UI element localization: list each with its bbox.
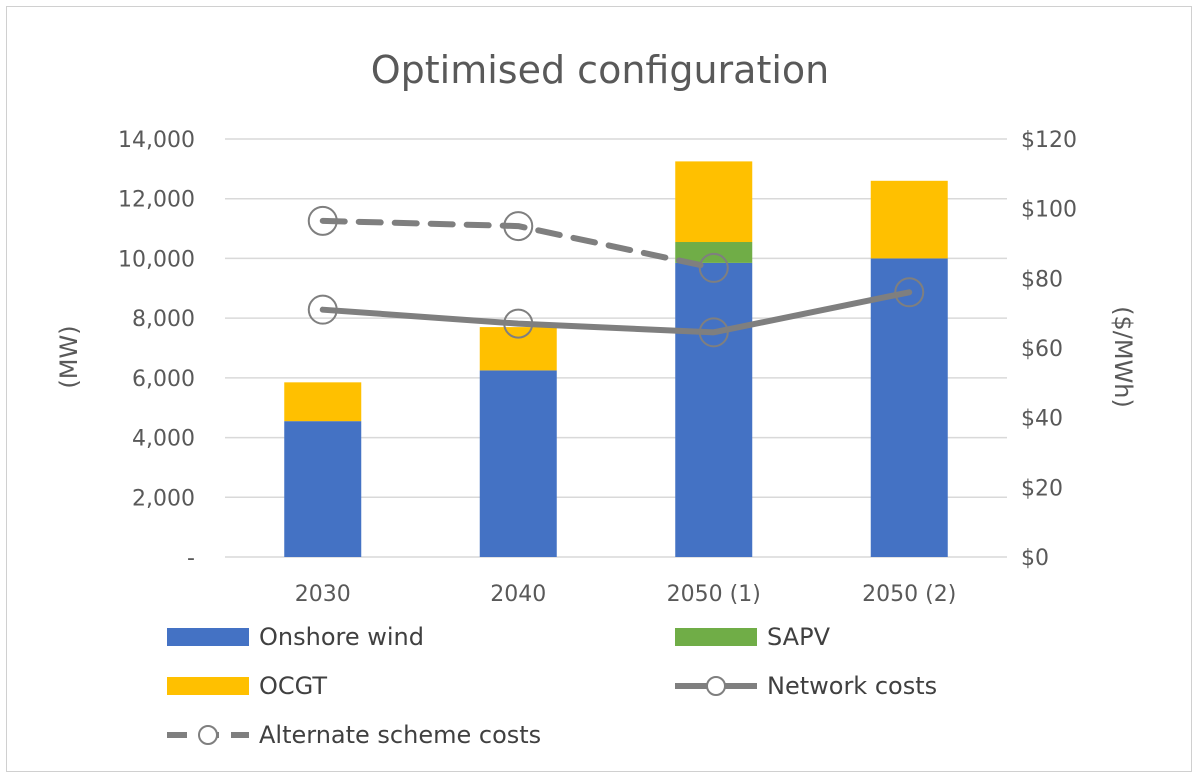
bar-ocgt: [479, 327, 557, 371]
y-tick-label: 14,000: [118, 128, 195, 153]
legend-marker-alternate-scheme-costs: [198, 725, 218, 745]
y-tick-label: 4,000: [132, 427, 195, 452]
x-ticks: 2030 2040 2050 (1) 2050 (2): [295, 582, 957, 607]
network-costs-marker: [894, 277, 925, 308]
bar-onshore-wind: [284, 421, 362, 557]
legend: Onshore wind SAPV OCGT Network costs Alterna…: [167, 623, 937, 749]
legend-marker-network-costs: [706, 676, 726, 696]
bar-sapv: [675, 242, 753, 263]
y-axis-title: (MW): [55, 325, 83, 388]
y2-tick-label: $100: [1021, 198, 1077, 223]
bar-ocgt: [284, 382, 362, 422]
x-tick-label: 2050 (2): [862, 582, 956, 607]
legend-label-sapv: SAPV: [767, 623, 831, 651]
bar-onshore-wind: [479, 370, 557, 557]
y-tick-label: -: [187, 546, 195, 571]
alternate-scheme-costs-line: [319, 217, 717, 271]
legend-label-network-costs: Network costs: [767, 672, 937, 700]
x-tick-label: 2040: [490, 582, 546, 607]
y-tick-label: 6,000: [132, 367, 195, 392]
x-tick-label: 2050 (1): [667, 582, 761, 607]
bar-onshore-wind: [870, 258, 948, 557]
secondary-y-ticks: $0 $20 $40 $60 $80 $100 $120: [1021, 128, 1077, 571]
x-tick-label: 2030: [295, 582, 351, 607]
network-costs-marker: [503, 308, 534, 339]
chart-frame: Optimised configuration - 2,000 4,000 6,000…: [6, 6, 1192, 772]
y2-tick-label: $20: [1021, 476, 1063, 501]
y2-tick-label: $40: [1021, 407, 1063, 432]
primary-y-ticks: - 2,000 4,000 6,000 8,000 10,000 12,000 14,000: [118, 128, 195, 571]
network-costs-marker: [307, 294, 338, 325]
alternate-scheme-costs-marker: [307, 205, 338, 236]
y2-tick-label: $0: [1021, 546, 1049, 571]
network-costs-line: [319, 289, 913, 336]
y-tick-label: 10,000: [118, 247, 195, 272]
legend-label-onshore-wind: Onshore wind: [259, 623, 424, 651]
bar-ocgt: [675, 161, 753, 243]
legend-label-ocgt: OCGT: [259, 672, 327, 700]
y-tick-label: 8,000: [132, 307, 195, 332]
legend-label-alternate-scheme-costs: Alternate scheme costs: [259, 721, 541, 749]
bar-onshore-wind: [675, 262, 753, 557]
line-series: [307, 205, 925, 348]
network-costs-marker: [698, 317, 729, 348]
legend-swatch-onshore-wind: [167, 628, 249, 646]
chart-title: Optimised configuration: [371, 48, 830, 92]
y2-tick-label: $80: [1021, 267, 1063, 292]
y2-tick-label: $60: [1021, 337, 1063, 362]
bars: [284, 161, 948, 557]
legend-swatch-ocgt: [167, 677, 249, 695]
alternate-scheme-costs-marker: [503, 211, 534, 242]
y-tick-label: 12,000: [118, 188, 195, 213]
y2-tick-label: $120: [1021, 128, 1077, 153]
chart-svg: Optimised configuration - 2,000 4,000 6,000…: [55, 48, 1137, 749]
y2-axis-title: ($/MWh): [1109, 306, 1137, 408]
legend-swatch-sapv: [675, 628, 757, 646]
y-tick-label: 2,000: [132, 486, 195, 511]
alternate-scheme-costs-marker: [698, 252, 729, 283]
bar-ocgt: [870, 180, 948, 259]
